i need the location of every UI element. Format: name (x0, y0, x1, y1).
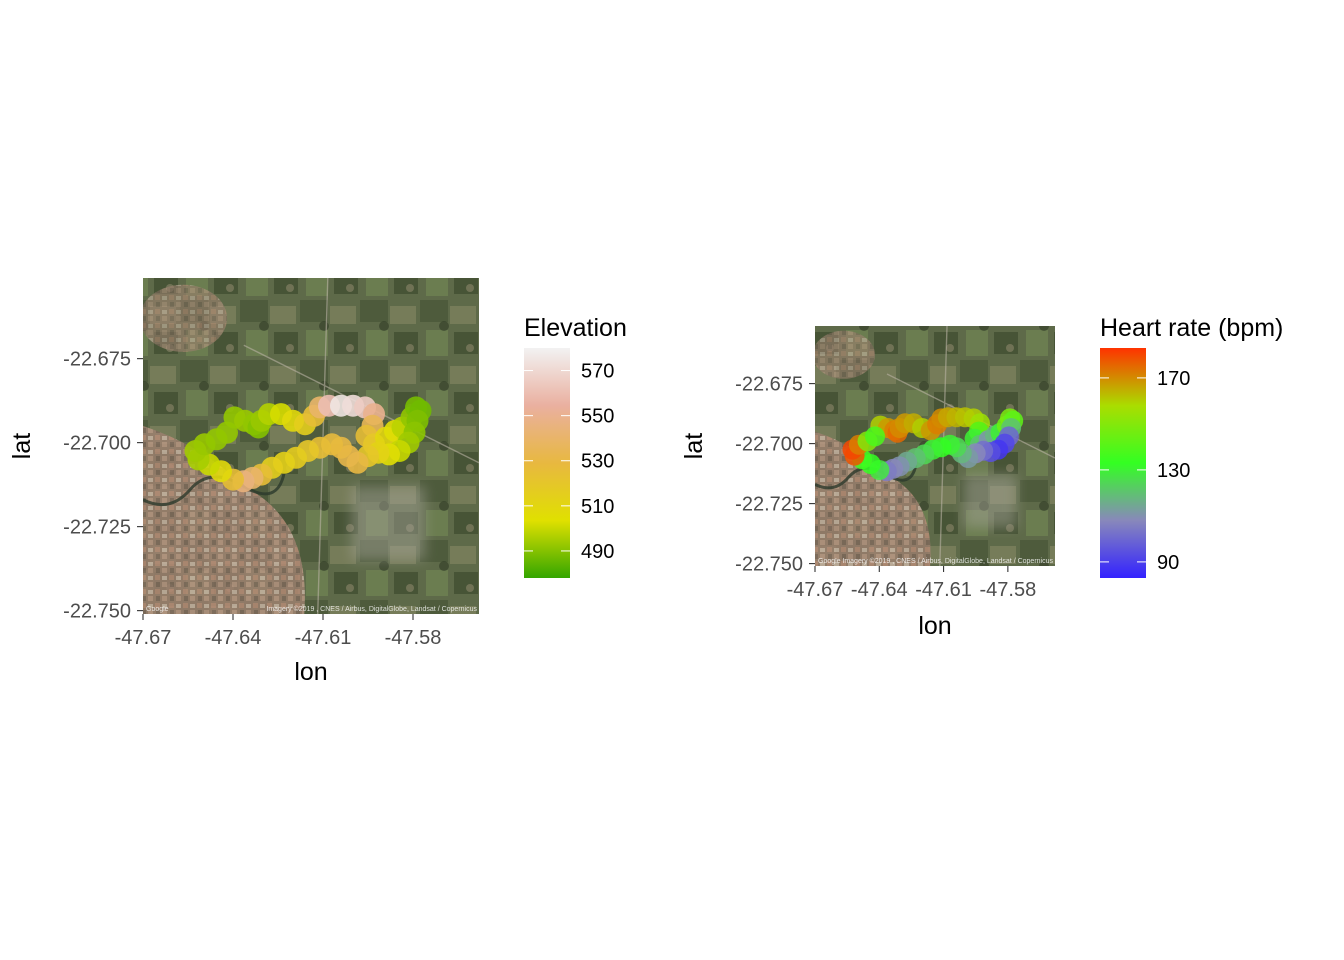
chart-2: Google Imagery ©2019 , CNES / Airbus, Dig… (680, 314, 1283, 640)
x-tick-label: -47.64 (205, 627, 262, 649)
legend-label: 570 (581, 361, 614, 383)
legend-colorbar (1100, 348, 1146, 578)
legend: Elevation 490 510 530 550 570 (524, 314, 627, 578)
track-point (216, 421, 238, 444)
y-tick-label: -22.700 (735, 434, 803, 456)
legend-title: Elevation (524, 314, 627, 342)
chart-1: Google Imagery ©2019 , CNES / Airbus, Dig… (8, 278, 627, 686)
y-tick-label: -22.750 (63, 601, 131, 623)
legend-label: 510 (581, 496, 614, 518)
legend-label: 550 (581, 406, 614, 428)
legend-label: 90 (1157, 552, 1179, 574)
basemap-credit: Google (818, 558, 841, 565)
industrial-area (351, 486, 426, 561)
legend: Heart rate (bpm) 90 130 170 (1100, 314, 1283, 578)
x-tick-label: -47.58 (385, 627, 442, 649)
basemap-attribution: Imagery ©2019 , CNES / Airbus, DigitalGl… (842, 557, 1053, 565)
x-tick-label: -47.58 (979, 579, 1036, 601)
x-axis-title: lon (918, 612, 951, 640)
x-tick-label: -47.67 (115, 627, 172, 649)
legend-label: 490 (581, 541, 614, 563)
industrial-area (963, 474, 1017, 528)
axes: -47.67 -47.64 -47.61 -47.58 -22.675 -22.700 -2… (735, 374, 1036, 601)
legend-label: 130 (1157, 460, 1190, 482)
x-tick-label: -47.67 (787, 579, 844, 601)
x-tick-label: -47.61 (295, 627, 352, 649)
track-point (865, 426, 885, 447)
y-tick-label: -22.725 (63, 517, 131, 539)
y-tick-label: -22.675 (735, 374, 803, 396)
y-tick-label: -22.725 (735, 494, 803, 516)
y-tick-label: -22.675 (63, 349, 131, 371)
urban-area (143, 425, 305, 614)
legend-title: Heart rate (bpm) (1100, 314, 1283, 342)
y-tick-label: -22.700 (63, 433, 131, 455)
urban-area (143, 284, 227, 352)
legend-label: 530 (581, 451, 614, 473)
basemap-attribution: Imagery ©2019 , CNES / Airbus, DigitalGl… (266, 605, 477, 613)
x-tick-label: -47.64 (851, 579, 908, 601)
track-points (842, 407, 1024, 482)
urban-area (815, 330, 875, 379)
x-axis-title: lon (294, 658, 327, 686)
basemap-credit: Google (146, 606, 169, 613)
legend-label: 170 (1157, 368, 1190, 390)
y-tick-label: -22.750 (735, 554, 803, 576)
axes: -47.67 -47.64 -47.61 -47.58 -22.675 -22.700 -2… (63, 349, 441, 649)
y-axis-title: lat (680, 433, 708, 459)
legend-colorbar (524, 348, 570, 578)
track-points (184, 394, 432, 493)
x-tick-label: -47.61 (915, 579, 972, 601)
y-axis-title: lat (8, 433, 36, 459)
urban-area (815, 431, 931, 566)
